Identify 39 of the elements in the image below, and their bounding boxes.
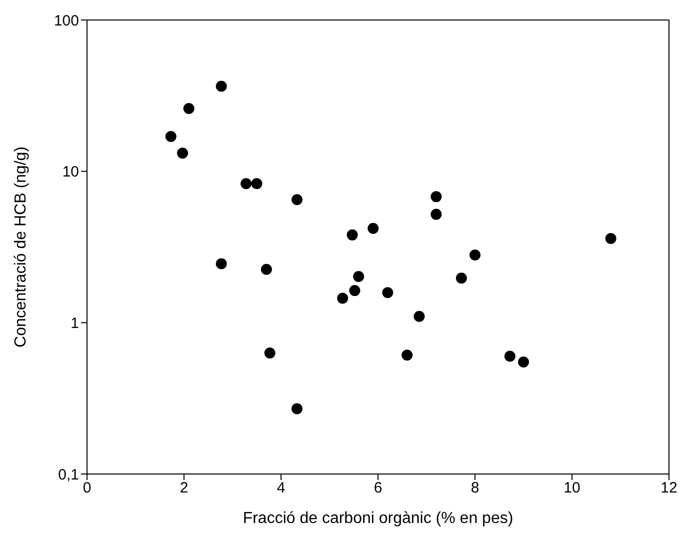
point [518, 356, 529, 368]
y-tick-label: 100 [54, 12, 79, 30]
point [183, 103, 194, 114]
point [382, 287, 394, 298]
point [456, 272, 467, 284]
y-tick-label: 0,1 [58, 466, 79, 484]
point [430, 208, 442, 220]
point [430, 191, 442, 202]
point [470, 249, 480, 260]
point [240, 178, 252, 190]
x-axis-title: Fracció de carboni orgànic (% en pes) [242, 510, 514, 527]
point [368, 222, 379, 234]
point [605, 232, 616, 244]
point [414, 310, 425, 322]
point [216, 258, 227, 270]
point [402, 350, 413, 361]
x-tick-label: 0 [82, 480, 92, 497]
y-axis-title: Concentració de HCB (ng/g) [12, 146, 30, 348]
point [292, 194, 303, 206]
y-tick-label: 10 [62, 164, 79, 181]
x-tick-label: 6 [374, 480, 382, 497]
y-tick-label: 1 [70, 314, 79, 332]
point [353, 270, 364, 282]
point [260, 264, 272, 275]
x-tick-label: 2 [180, 480, 188, 497]
point [337, 292, 348, 304]
point [346, 229, 358, 240]
x-tick-label: 4 [276, 480, 286, 497]
point [349, 285, 360, 296]
point [251, 178, 262, 190]
point [216, 80, 227, 92]
point [165, 130, 176, 142]
x-tick-label: 8 [470, 480, 480, 497]
point [264, 348, 276, 359]
point [292, 403, 303, 414]
x-tick-label: 12 [660, 480, 678, 497]
point [504, 350, 516, 362]
point [177, 148, 188, 159]
x-tick-label: 10 [564, 480, 580, 497]
